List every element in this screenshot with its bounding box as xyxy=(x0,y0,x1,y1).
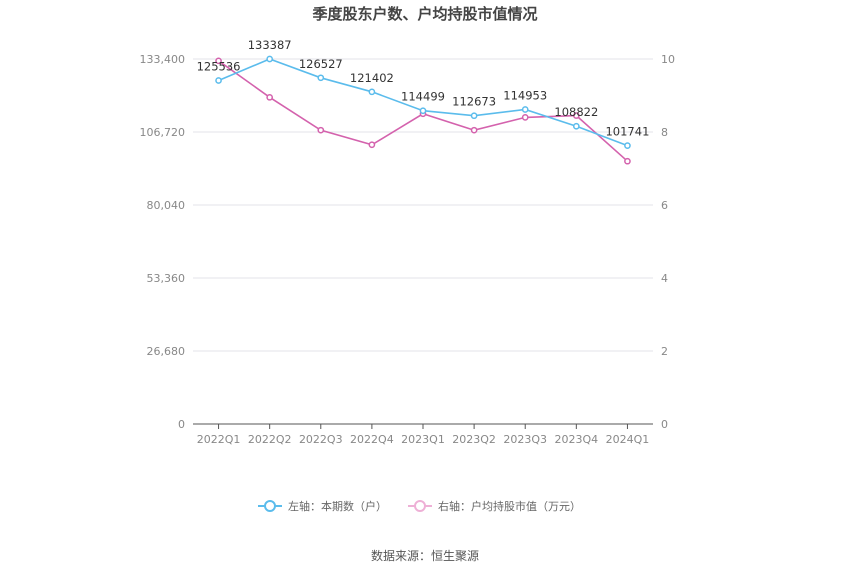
legend[interactable]: 左轴：本期数（户） 右轴：户均持股市值（万元） xyxy=(258,499,581,513)
left-axis-tick-label: 0 xyxy=(178,418,185,431)
data-point xyxy=(624,142,631,149)
data-point xyxy=(215,57,222,65)
x-axis-tick-label: 2024Q1 xyxy=(606,433,650,446)
legend-label: 右轴：户均持股市值（万元） xyxy=(438,499,581,513)
data-label: 125536 xyxy=(197,60,241,74)
right-axis-tick-label: 2 xyxy=(661,345,668,358)
x-axis-tick-label: 2022Q1 xyxy=(197,433,241,446)
right-axis-tick-label: 10 xyxy=(661,53,675,66)
data-label: 126527 xyxy=(299,57,343,71)
data-label: 121402 xyxy=(350,71,394,85)
x-axis-tick-label: 2023Q1 xyxy=(401,433,445,446)
data-point xyxy=(624,157,631,165)
legend-item-shareholder-count[interactable]: 左轴：本期数（户） xyxy=(258,499,387,513)
x-axis-tick-label: 2023Q2 xyxy=(452,433,496,446)
right-axis-tick-label: 8 xyxy=(661,126,668,139)
data-point xyxy=(572,122,580,130)
data-point xyxy=(419,107,427,115)
data-point xyxy=(266,55,274,63)
chart-title: 季度股东户数、户均持股市值情况 xyxy=(312,5,537,23)
data-point xyxy=(521,106,529,113)
data-label: 112673 xyxy=(452,95,496,109)
data-point xyxy=(470,126,478,134)
data-point xyxy=(368,141,376,149)
legend-item-avg-holding-value[interactable]: 右轴：户均持股市值（万元） xyxy=(408,499,581,513)
series-lines: 125536 133387 126527 121402 114499 112673 1149… xyxy=(197,38,649,165)
data-label: 114953 xyxy=(503,88,547,102)
data-label: 108822 xyxy=(554,105,598,119)
left-axis-tick-label: 80,040 xyxy=(147,199,186,212)
legend-marker-icon xyxy=(264,500,276,512)
x-axis-tick-label: 2023Q4 xyxy=(555,433,599,446)
data-point xyxy=(266,93,274,101)
right-axis-tick-label: 4 xyxy=(661,272,668,285)
data-label: 133387 xyxy=(248,38,292,52)
data-label: 114499 xyxy=(401,90,445,104)
source-note: 数据来源：恒生聚源 xyxy=(371,548,479,563)
right-axis-tick-label: 6 xyxy=(661,199,668,212)
data-point xyxy=(317,74,325,82)
data-point xyxy=(521,114,529,121)
series-shareholder-count xyxy=(215,55,631,149)
left-axis-tick-label: 26,680 xyxy=(147,345,186,358)
right-axis-tick-label: 0 xyxy=(661,418,668,431)
left-axis-tick-label: 53,360 xyxy=(147,272,186,285)
x-axis-tick-label: 2022Q2 xyxy=(248,433,292,446)
x-axis-tick-label: 2022Q3 xyxy=(299,433,343,446)
data-label: 101741 xyxy=(605,125,649,139)
data-point xyxy=(317,126,325,134)
left-axis-tick-label: 133,400 xyxy=(140,53,186,66)
x-axis-tick-label: 2023Q3 xyxy=(503,433,547,446)
data-point xyxy=(572,112,580,119)
axes: 0 0 26,680 2 53,360 4 80,040 6 106,720 8 133,400 10… xyxy=(140,53,676,446)
data-point xyxy=(368,88,376,96)
data-point xyxy=(215,77,222,84)
x-axis-tick-label: 2022Q4 xyxy=(350,433,394,446)
legend-marker-icon xyxy=(414,500,426,512)
legend-label: 左轴：本期数（户） xyxy=(288,499,387,513)
data-point xyxy=(470,112,478,120)
left-axis-tick-label: 106,720 xyxy=(140,126,186,139)
